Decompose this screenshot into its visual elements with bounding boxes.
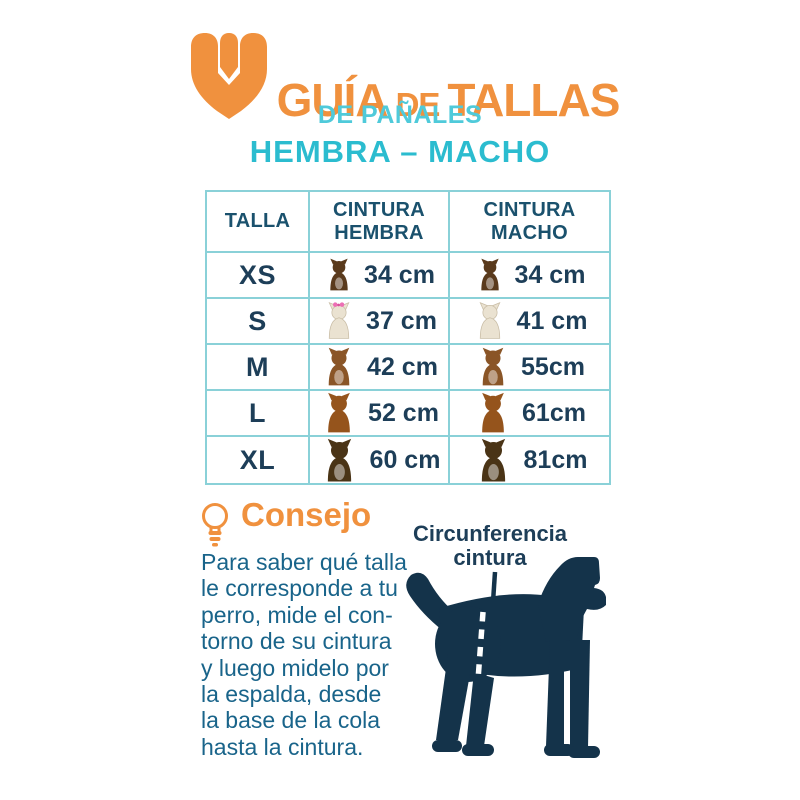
cintura-macho-cell-s: 41 cm [450, 299, 609, 345]
page-title: GUÍA DE TALLAS [96, 73, 800, 127]
cintura-macho-value-m: 55cm [521, 352, 585, 381]
title-word-tallas: TALLAS [447, 73, 620, 126]
cocker-spaniel-icon [319, 392, 359, 434]
waist-circumference-label: Circunferencia cintura [400, 522, 580, 570]
subtitle: DE PAÑALES [317, 101, 483, 129]
cintura-macho-value-xl: 81cm [523, 445, 588, 474]
chihuahua-icon [323, 258, 355, 291]
cintura-hembra-value-m: 42 cm [367, 352, 438, 381]
advice-line: y luego midelo por [201, 654, 389, 681]
cintura-macho-cell-xs: 34 cm [450, 253, 609, 299]
cocker-spaniel-icon [473, 392, 513, 434]
arrow-down-icon [484, 571, 502, 616]
beagle-icon [320, 347, 358, 387]
cintura-macho-value-s: 41 cm [516, 306, 588, 335]
advice-line: torno de su cintura [201, 628, 392, 655]
cintura-hembra-value-l: 52 cm [368, 398, 439, 427]
advice-line: perro, mide el con- [201, 601, 393, 628]
german-shepherd-icon [472, 438, 515, 483]
cintura-hembra-value-s: 37 cm [366, 306, 437, 335]
dog-silhouette-diagram [406, 557, 606, 758]
lightbulb-icon [202, 503, 228, 547]
dog-silhouette-icon [406, 557, 606, 758]
column-header-talla: TALLA [207, 192, 310, 253]
cintura-hembra-cell-l: 52 cm [310, 391, 450, 437]
size-label-s: S [207, 299, 310, 345]
cintura-macho-cell-xl: 81cm [450, 437, 609, 483]
column-header-cintura-hembra: CINTURA HEMBRA [310, 192, 450, 253]
cintura-hembra-value-xl: 60 cm [369, 445, 441, 474]
advice-line: le corresponde a tu [201, 575, 398, 602]
cintura-hembra-cell-m: 42 cm [310, 345, 450, 391]
size-label-xs: XS [207, 253, 310, 299]
size-label-xl: XL [207, 437, 310, 483]
waist-label-line1: Circunferencia [412, 521, 568, 546]
size-label-m: M [207, 345, 310, 391]
size-table: TALLA CINTURA HEMBRA CINTURA MACHO XS 34 cm 3… [205, 190, 611, 485]
waist-dashed-line [475, 611, 486, 681]
column-header-cintura-macho: CINTURA MACHO [450, 192, 609, 253]
cintura-macho-cell-m: 55cm [450, 345, 609, 391]
german-shepherd-icon [318, 438, 361, 483]
brand-logo-icon [191, 33, 267, 119]
beagle-icon [474, 347, 512, 387]
waist-label-line2: cintura [453, 545, 527, 570]
cintura-macho-value-l: 61cm [522, 398, 586, 427]
cintura-macho-cell-l: 61cm [450, 391, 609, 437]
cintura-macho-value-xs: 34 cm [514, 260, 586, 289]
advice-line: la espalda, desde [201, 681, 382, 708]
title-word-guia: GUÍA [276, 73, 389, 126]
advice-text: Para saber qué talla le corresponde a tu p… [201, 549, 407, 760]
maltese-icon [472, 302, 508, 340]
maltese-icon [321, 302, 357, 340]
size-label-l: L [207, 391, 310, 437]
advice-line: la base de la cola [201, 707, 381, 734]
title-word-de: DE [395, 85, 441, 123]
chihuahua-icon [474, 258, 506, 291]
advice-line: hasta la cintura. [201, 733, 364, 760]
advice-line: Para saber qué talla [201, 549, 407, 575]
consejo-heading: Consejo [241, 496, 372, 533]
cintura-hembra-cell-xl: 60 cm [310, 437, 450, 483]
cintura-hembra-cell-xs: 34 cm [310, 253, 450, 299]
gender-line: HEMBRA – MACHO [249, 134, 551, 169]
cintura-hembra-cell-s: 37 cm [310, 299, 450, 345]
cintura-hembra-value-xs: 34 cm [364, 260, 435, 289]
